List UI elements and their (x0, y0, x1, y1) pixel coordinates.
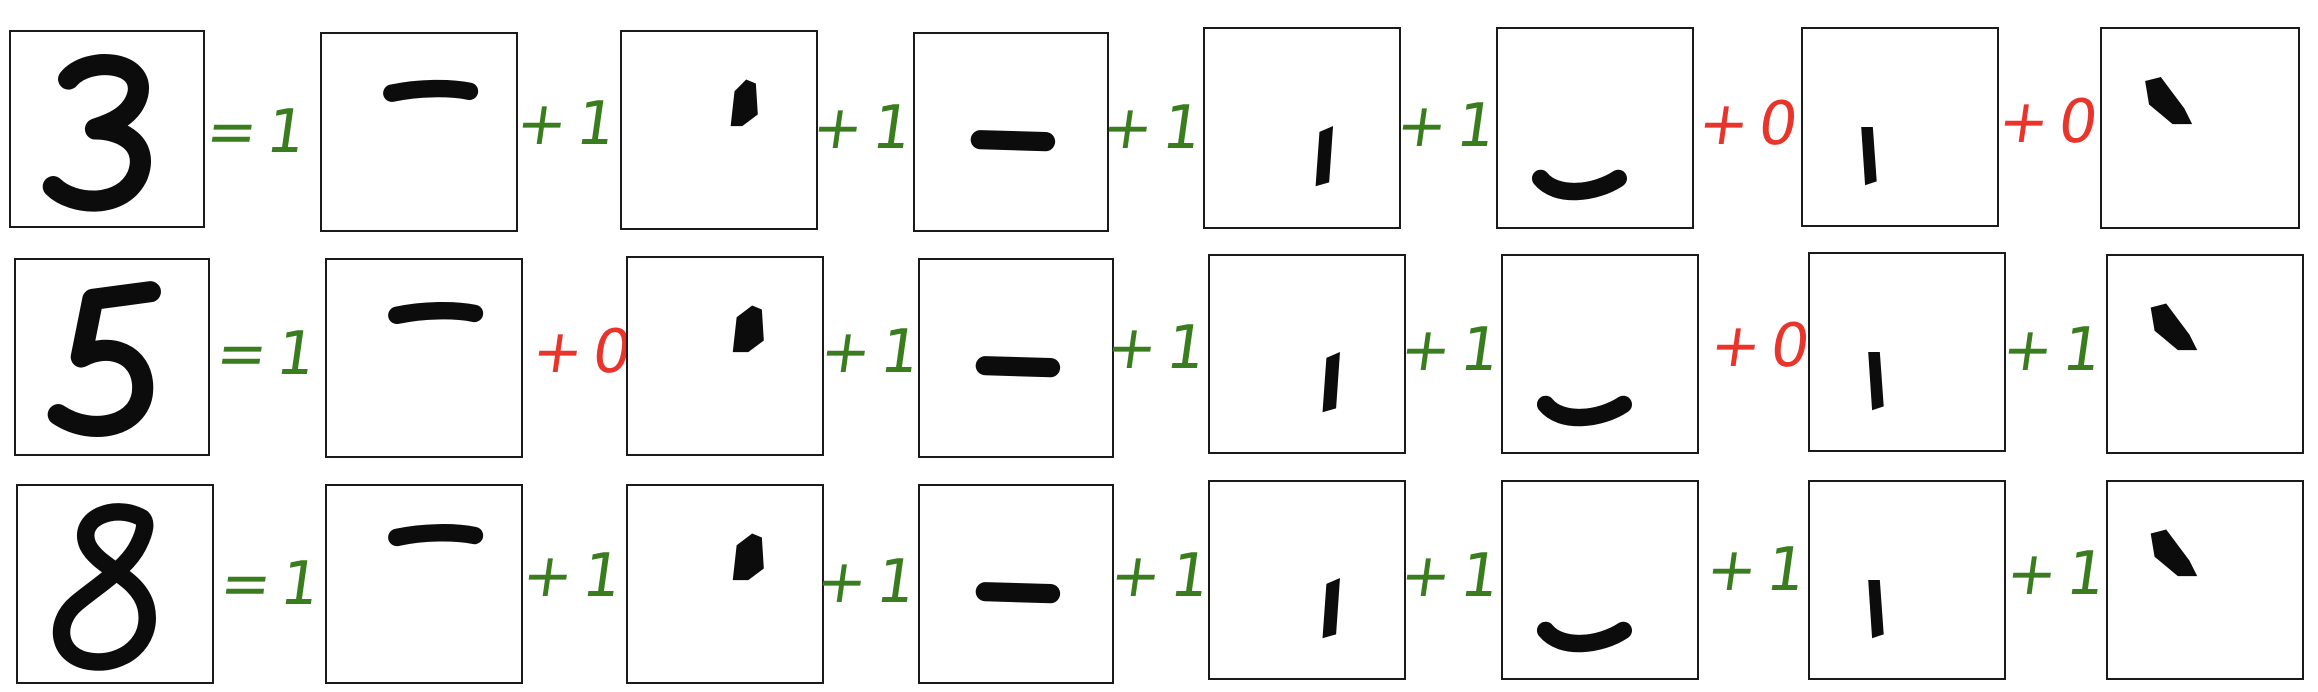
plus-one-label: +1 (519, 546, 626, 606)
part-upper-left-blob-image (2106, 480, 2304, 680)
equation-row-digit-8: =1 +1 +1 +1 +1 +1 +1 (0, 0, 2318, 210)
digit-5-image (14, 258, 210, 456)
part-bottom-curve-image (1501, 254, 1699, 454)
plus-one-label: +1 (813, 552, 920, 612)
part-upper-right-blob-image (626, 256, 824, 456)
plus-one-label: +1 (1107, 546, 1214, 606)
plus-one-label: +1 (1999, 320, 2106, 380)
plus-one-label: +1 (1397, 320, 1504, 380)
part-lower-right-stroke-image (1208, 480, 1406, 680)
plus-one-label: +1 (1397, 546, 1504, 606)
plus-one-label: +1 (817, 322, 924, 382)
part-upper-right-blob-image (626, 484, 824, 684)
plus-one-label: +1 (2003, 544, 2110, 604)
digit-8-image (16, 484, 214, 684)
part-bottom-curve-image (1501, 480, 1699, 680)
part-top-bar-image (325, 258, 523, 458)
plus-one-label: +1 (1703, 540, 1810, 600)
equals-one-label: =1 (217, 554, 324, 614)
digit-5-glyph (16, 260, 208, 454)
plus-zero-label: +0 (529, 322, 636, 382)
part-lower-left-stroke-image (1808, 252, 2006, 452)
digit-8-glyph (18, 486, 212, 682)
part-top-bar-image (325, 484, 523, 684)
plus-zero-label: +0 (1707, 316, 1814, 376)
part-lower-right-stroke-image (1208, 254, 1406, 454)
part-middle-bar-image (918, 484, 1114, 684)
part-middle-bar-image (918, 258, 1114, 458)
equals-one-label: =1 (213, 324, 320, 384)
plus-one-label: +1 (1103, 318, 1210, 378)
part-lower-left-stroke-image (1808, 480, 2006, 680)
part-upper-left-blob-image (2106, 254, 2304, 454)
